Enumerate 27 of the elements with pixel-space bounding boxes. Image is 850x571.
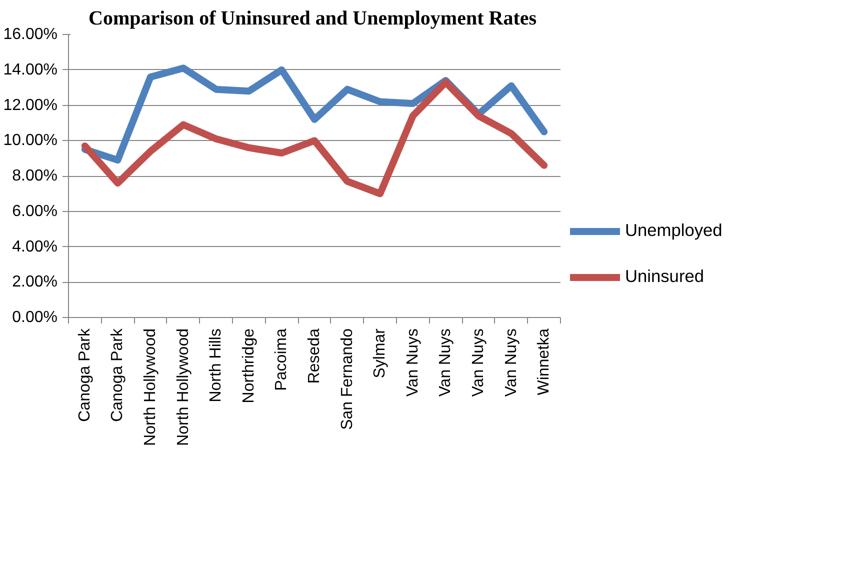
x-tick-label: North Hollywood bbox=[174, 328, 192, 446]
x-tick-label: Winnetka bbox=[536, 328, 553, 396]
y-tick-label: 12.00% bbox=[3, 96, 58, 114]
x-tick-label: Canoga Park bbox=[109, 328, 126, 422]
x-tick-label: Sylmar bbox=[372, 328, 389, 378]
y-tick-label: 8.00% bbox=[12, 168, 58, 184]
y-tick-label: 0.00% bbox=[12, 309, 58, 326]
legend-label: Unemployed bbox=[625, 220, 722, 241]
x-tick-label: Northridge bbox=[240, 328, 258, 404]
x-tick-label: North Hills bbox=[208, 328, 225, 402]
y-tick-label: 14.00% bbox=[3, 61, 58, 78]
x-tick-label: Pacoima bbox=[273, 328, 290, 391]
x-tick-label: Van Nuys bbox=[404, 328, 422, 397]
y-tick-label: 10.00% bbox=[3, 132, 58, 150]
x-tick-label: Reseda bbox=[306, 328, 323, 384]
x-tick-label: Canoga Park bbox=[76, 328, 94, 422]
chart-title: Comparison of Uninsured and Unemployment Rates bbox=[88, 8, 537, 30]
y-tick-label: 6.00% bbox=[12, 202, 58, 220]
y-tick-label: 16.00% bbox=[3, 26, 58, 43]
legend-label: Uninsured bbox=[625, 266, 704, 287]
x-tick-label: San Fernando bbox=[338, 328, 356, 430]
y-tick-label: 4.00% bbox=[12, 238, 58, 256]
x-tick-label: Van Nuys bbox=[470, 328, 487, 397]
x-tick-label: Van Nuys bbox=[502, 328, 520, 397]
x-tick-label: North Hollywood bbox=[142, 328, 159, 446]
x-tick-label: Van Nuys bbox=[437, 328, 454, 397]
y-tick-label: 2.00% bbox=[12, 274, 58, 291]
